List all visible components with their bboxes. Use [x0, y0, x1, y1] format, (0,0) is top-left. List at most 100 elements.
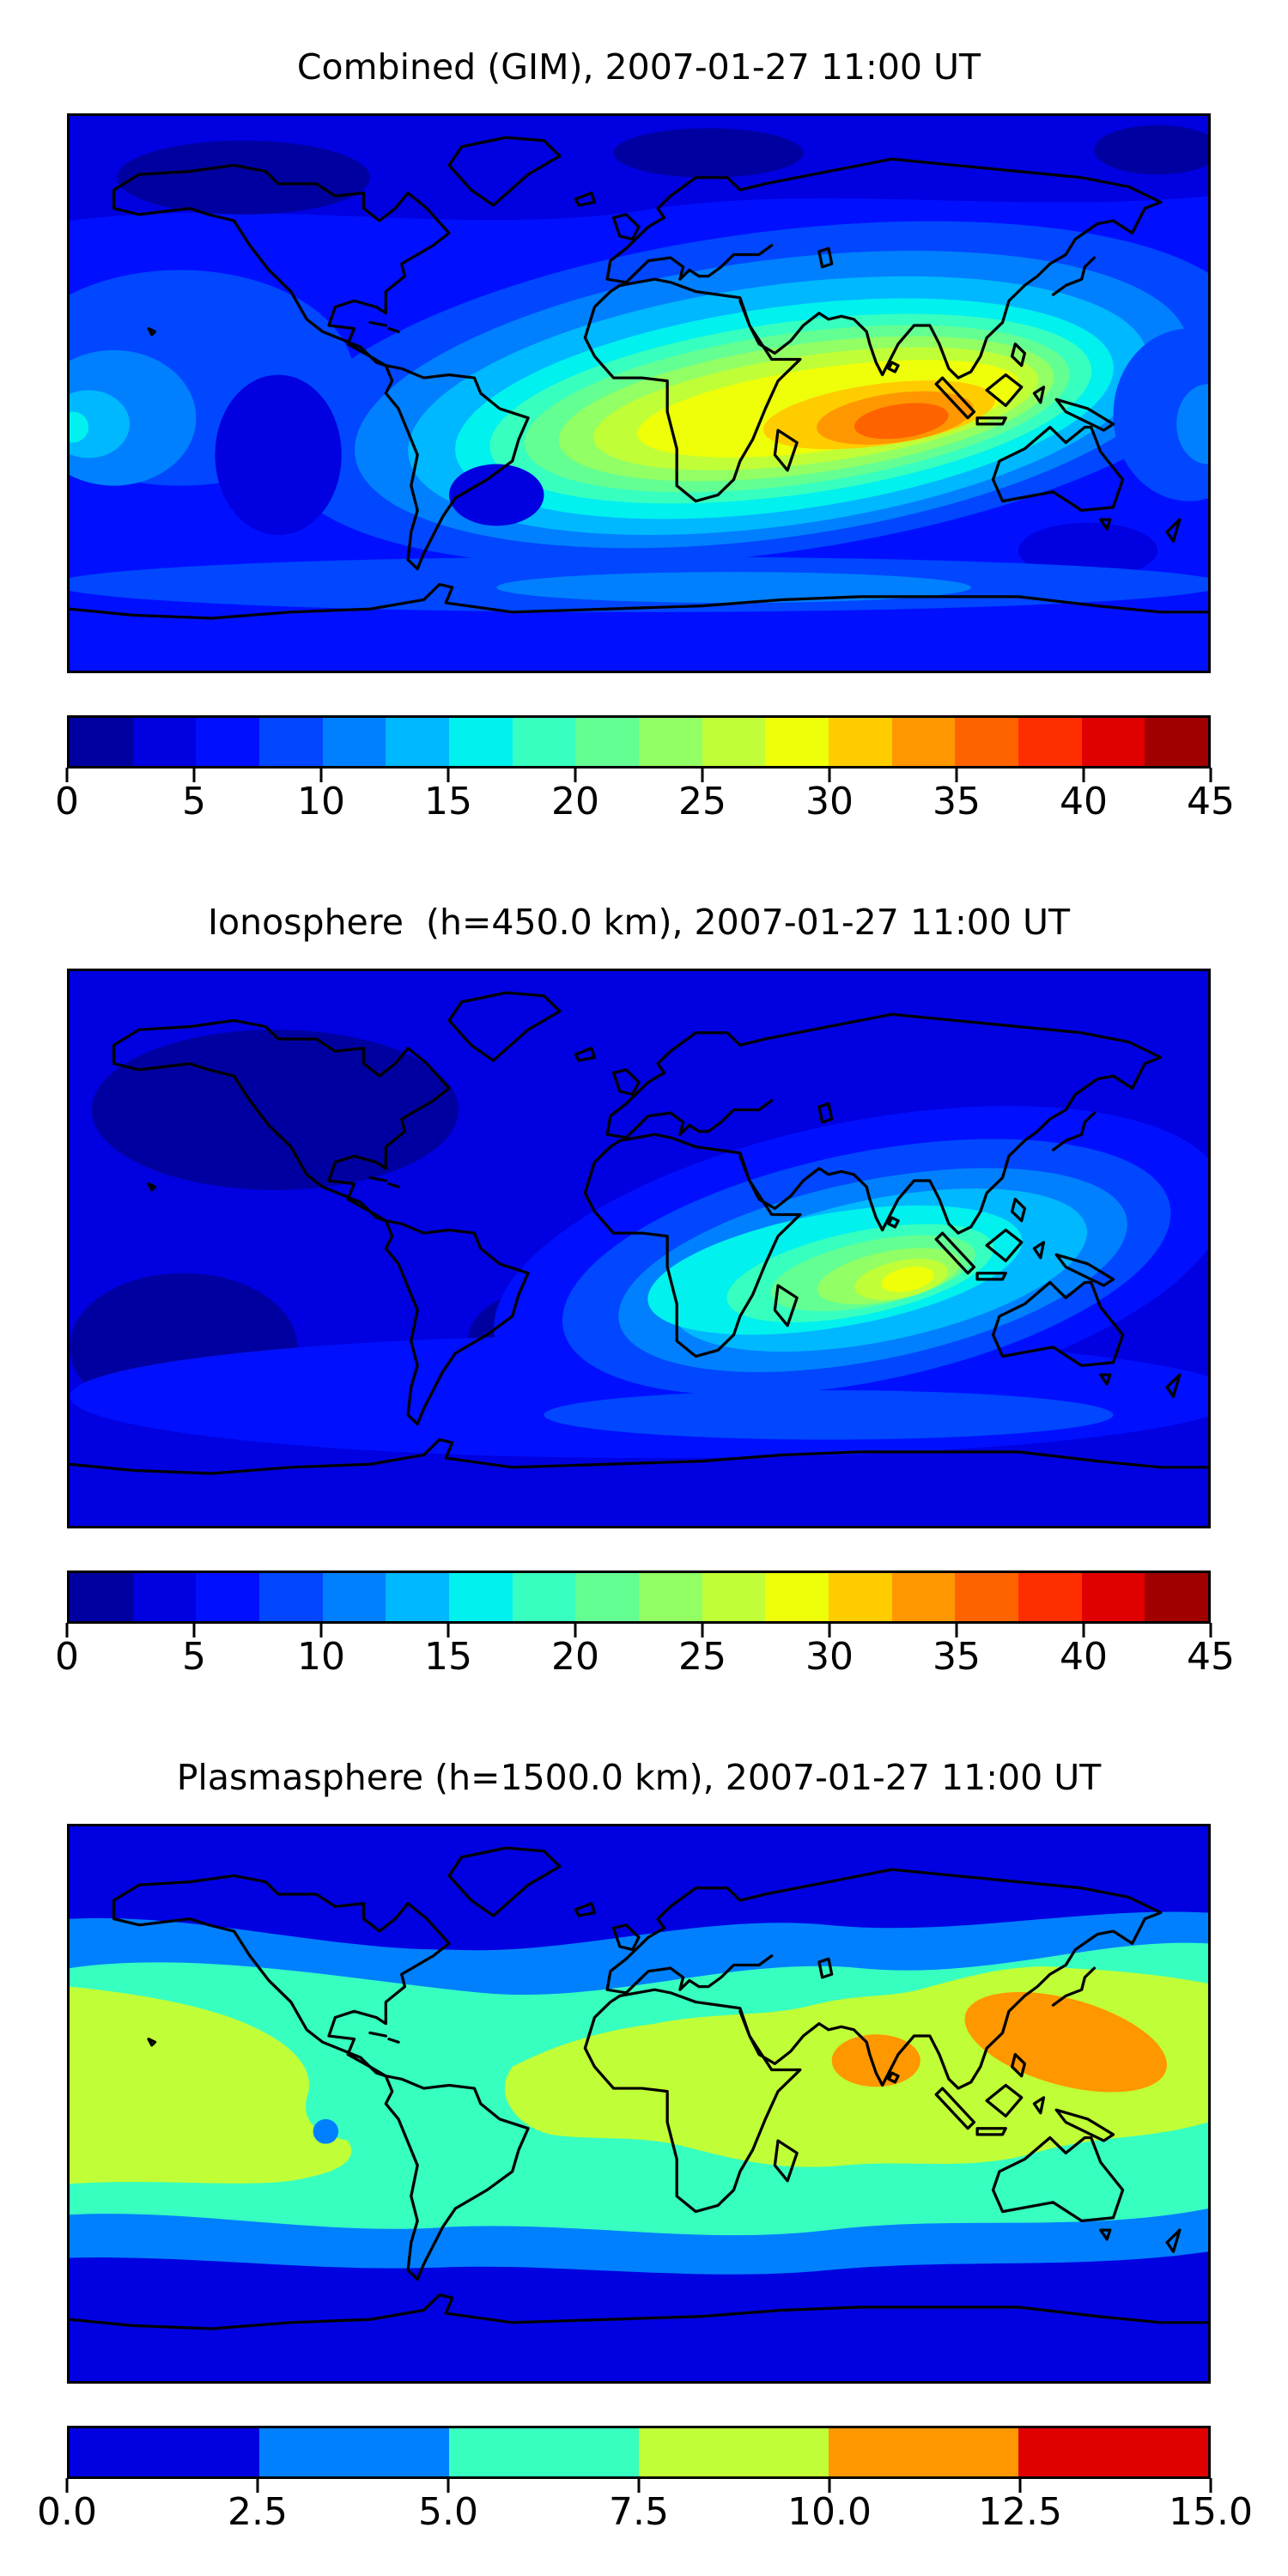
colorbar-segment	[639, 2428, 829, 2476]
colorbar-segments	[70, 2428, 1208, 2476]
colorbar-tick-label: 20	[550, 1635, 599, 1679]
colorbar-tick	[828, 1623, 831, 1637]
colorbar-tick-label: 7.5	[609, 2490, 669, 2534]
colorbar-segment	[575, 718, 640, 766]
colorbar-segments	[70, 718, 1209, 766]
panel-title: Plasmasphere (h=1500.0 km), 2007-01-27 1…	[176, 1757, 1102, 1798]
colorbar-tick-label: 0.0	[37, 2490, 97, 2534]
colorbar-tick	[192, 768, 196, 782]
colorbar-tick-label: 35	[933, 1635, 981, 1679]
panel-title: Combined (GIM), 2007-01-27 11:00 UT	[296, 46, 981, 88]
colorbar-tick-label: 35	[933, 780, 981, 823]
colorbar-segment	[70, 1573, 133, 1621]
colorbar-tick-label: 5	[181, 1635, 206, 1679]
colorbar-segment	[259, 718, 323, 766]
colorbar-tick	[1082, 1623, 1085, 1637]
colorbar-segment	[955, 1573, 1019, 1621]
colorbar-segment	[196, 718, 260, 766]
colorbar-segment	[765, 1573, 829, 1621]
colorbar-segment	[132, 1573, 197, 1621]
colorbar-tick-label: 0	[55, 1635, 79, 1679]
colorbar-tick	[574, 1623, 577, 1637]
colorbar-tick-label: 30	[805, 1635, 854, 1679]
india-peak	[831, 2034, 920, 2087]
colorbar-tick-label: 45	[1187, 1635, 1235, 1679]
panel-ionosphere: Ionosphere (h=450.0 km), 2007-01-27 11:0…	[0, 855, 1288, 1714]
colorbar-tick	[65, 2478, 69, 2493]
colorbar-ticklabels: 0 5 10 15 20 25 30 35 40 45	[55, 1635, 1235, 1686]
colorbar-segment	[449, 718, 513, 766]
colorbar	[67, 1571, 1211, 1624]
colorbar-segment	[386, 1573, 450, 1621]
colorbar-tick-label: 15.0	[1169, 2490, 1253, 2534]
map-plasmasphere	[67, 1824, 1211, 2384]
colorbar-tick	[1209, 2478, 1212, 2493]
colorbar-tick-label: 10.0	[787, 2490, 872, 2534]
colorbar-segment	[891, 718, 956, 766]
colorbar-tick-label: 20	[550, 780, 599, 823]
colorbar-segment	[829, 2428, 1018, 2476]
colorbar-tick-label: 5	[181, 780, 206, 823]
colorbar-segment	[259, 1573, 323, 1621]
colorbar-tick-label: 5.0	[418, 2490, 478, 2534]
contour-bands	[70, 1826, 1208, 2381]
colorbar-segment	[386, 718, 450, 766]
colorbar-tick	[828, 768, 831, 782]
colorbar-tick	[574, 768, 577, 782]
colorbar-tick	[1082, 768, 1085, 782]
colorbar-tick	[955, 768, 958, 782]
colorbar-tick	[447, 1623, 450, 1637]
colorbar-ticklabels: 0 5 10 15 20 25 30 35 40 45	[55, 780, 1235, 831]
colorbar-segment	[765, 718, 829, 766]
colorbar-segment	[196, 1573, 260, 1621]
colorbar-tick	[701, 1623, 704, 1637]
colorbar-tick-label: 10	[296, 1635, 345, 1679]
colorbar-tick-label: 15	[424, 1635, 472, 1679]
colorbar-tick-label: 12.5	[978, 2490, 1062, 2534]
colorbar-segment	[1145, 1573, 1209, 1621]
colorbar-tick	[256, 2478, 259, 2493]
colorbar-tick	[319, 1623, 323, 1637]
colorbar-tick-label: 30	[805, 780, 854, 823]
colorbar-ticklabels: 0.0 2.5 5.0 7.5 10.0 12.5 15.0	[37, 2490, 1253, 2542]
map-combined-gim	[67, 113, 1211, 673]
colorbar-segment	[702, 718, 766, 766]
colorbar-segment	[1081, 718, 1145, 766]
east-asia-peak	[964, 1991, 1167, 2093]
colorbar-tick	[701, 768, 704, 782]
pacific-low-spot	[313, 2118, 339, 2144]
colorbar-segment	[639, 718, 702, 766]
colorbar-segment	[449, 2428, 639, 2476]
colorbar-tick	[1018, 2478, 1022, 2493]
colorbar-tick-label: 45	[1187, 780, 1235, 823]
colorbar-ticks	[65, 1623, 1212, 1640]
colorbar-tick-label: 40	[1059, 780, 1108, 823]
colorbar	[67, 2426, 1211, 2479]
colorbar-segment	[70, 2428, 259, 2476]
colorbar-tick-label: 15	[424, 780, 472, 823]
colorbar-tick	[1209, 768, 1212, 782]
colorbar-tick-label: 25	[678, 1635, 726, 1679]
colorbar-tick	[447, 768, 450, 782]
colorbar-segment	[702, 1573, 766, 1621]
colorbar-segment	[1081, 1573, 1145, 1621]
colorbar-segment	[1018, 718, 1082, 766]
colorbar-segment	[512, 718, 576, 766]
colorbar-tick	[637, 2478, 641, 2493]
colorbar-segment	[829, 718, 892, 766]
colorbar-segment	[1018, 2428, 1208, 2476]
colorbar-tick-label: 2.5	[228, 2490, 288, 2534]
colorbar-segment	[639, 1573, 702, 1621]
colorbar-tick-label: 40	[1059, 1635, 1108, 1679]
colorbar-tick	[1209, 1623, 1212, 1637]
colorbar-tick	[319, 768, 323, 782]
colorbar-segment	[955, 718, 1019, 766]
colorbar-segment	[259, 2428, 449, 2476]
colorbar-tick	[447, 2478, 450, 2493]
colorbar-tick	[955, 1623, 958, 1637]
colorbar-segment	[829, 1573, 892, 1621]
contour-bands	[70, 971, 1208, 1526]
colorbar-segment	[891, 1573, 956, 1621]
contour-bands	[70, 116, 1208, 671]
